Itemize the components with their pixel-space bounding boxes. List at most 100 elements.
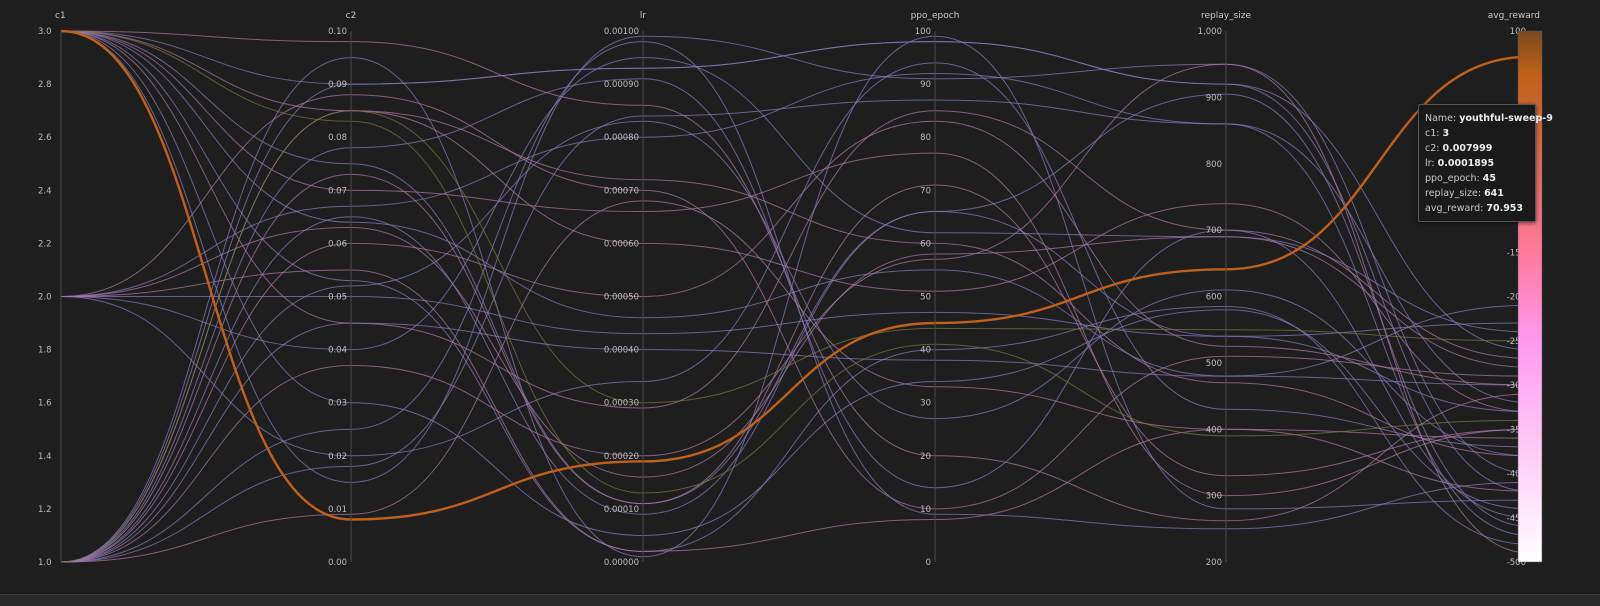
tick-label: 1.2 — [38, 505, 52, 515]
highlighted-run-line — [60, 29, 1531, 521]
bottom-scrollbar[interactable] — [0, 594, 1600, 606]
tick-label: 200 — [1206, 558, 1222, 568]
axis-title: ppo_epoch — [911, 11, 960, 21]
tooltip-c2-value: 0.007999 — [1442, 143, 1493, 154]
tooltip-lr-label: lr: — [1425, 158, 1435, 169]
tooltip-ppo-epoch-value: 45 — [1482, 173, 1497, 184]
tooltip-c1-value: 3 — [1442, 128, 1450, 139]
tick-label: 40 — [920, 346, 931, 356]
axis-title: lr — [640, 11, 647, 21]
run-line[interactable] — [60, 63, 1531, 563]
tick-label: 0.00040 — [604, 346, 639, 356]
tooltip-ppo-epoch-row: ppo_epoch: 45 — [1425, 171, 1529, 186]
run-line[interactable] — [60, 72, 1531, 536]
tick-label: 0.06 — [328, 239, 347, 249]
tick-label: 0.00090 — [604, 80, 639, 90]
tick-label: 0.00070 — [604, 186, 639, 196]
tick-label: 1.4 — [38, 452, 52, 462]
tick-label: 0.07 — [328, 186, 347, 196]
run-line[interactable] — [60, 30, 1531, 522]
run-line[interactable] — [60, 30, 1531, 492]
tick-label: -500 — [1507, 558, 1526, 568]
tick-label: 800 — [1206, 160, 1222, 170]
tooltip-name-value: youthful-sweep-9 — [1459, 113, 1553, 124]
tick-label: -150 — [1507, 248, 1526, 258]
run-line[interactable] — [60, 99, 1531, 563]
tick-label: 0.00000 — [604, 558, 639, 568]
tick-label: 30 — [920, 399, 931, 409]
tick-label: 0.00020 — [604, 452, 639, 462]
axis-c2: c2 0.00 0.01 0.02 0.03 0.04 0.05 0.06 0.07 0.08 0.… — [328, 11, 356, 568]
run-line[interactable] — [60, 120, 1531, 563]
axis-title: replay_size — [1201, 11, 1252, 21]
tick-label: -200 — [1507, 293, 1526, 303]
axis-replay-size: replay_size 200 300 400 500 600 700 800 900 1,000 — [1198, 11, 1252, 568]
tick-label: 0 — [926, 558, 931, 568]
run-line[interactable] — [60, 62, 1531, 457]
tick-label: 10 — [920, 505, 931, 515]
tooltip-name-row: Name: youthful-sweep-9 — [1425, 111, 1553, 126]
tooltip-lr-value: 0.0001895 — [1437, 158, 1495, 169]
tick-label: 100 — [915, 27, 931, 37]
axis-lr: lr 0.00000 0.00010 0.00020 0.00030 0.00040 0.0… — [604, 11, 647, 568]
tooltip-c2-label: c2: — [1425, 143, 1440, 154]
tick-label: 1.8 — [38, 346, 52, 356]
run-line[interactable] — [60, 30, 1531, 537]
highlighted-run-path[interactable] — [60, 29, 1531, 521]
run-line[interactable] — [60, 226, 1531, 478]
axis-ppo-epoch: ppo_epoch 0 10 20 30 40 50 60 70 80 90 100 — [911, 11, 960, 568]
tick-label: 0.00060 — [604, 239, 639, 249]
tick-label: 1,000 — [1198, 27, 1222, 37]
tick-label: 900 — [1206, 93, 1222, 103]
tick-label: 0.00030 — [604, 399, 639, 409]
tick-label: 50 — [920, 293, 931, 303]
tick-label: 0.05 — [328, 293, 347, 303]
run-line[interactable] — [60, 57, 1531, 351]
tooltip-name-label: Name: — [1425, 113, 1457, 124]
tooltip-ppo-epoch-label: ppo_epoch: — [1425, 173, 1480, 184]
run-line[interactable] — [61, 295, 1531, 413]
run-line[interactable] — [60, 30, 1531, 494]
tick-label: -350 — [1507, 425, 1526, 435]
axis-title: avg_reward — [1488, 11, 1540, 21]
tooltip-replay-size-value: 641 — [1484, 188, 1504, 199]
axes: c1 1.0 1.2 1.4 1.6 1.8 2.0 2.2 2.4 2.6 2.8 3.0 c2 0.0… — [38, 11, 1540, 568]
run-tooltip: Name: youthful-sweep-9 c1: 3 c2: 0.00799… — [1418, 104, 1553, 222]
run-line[interactable] — [60, 35, 1531, 563]
run-line[interactable] — [60, 41, 1531, 563]
tick-label: -450 — [1507, 514, 1526, 524]
tick-label: 0.01 — [328, 505, 347, 515]
run-line[interactable] — [60, 269, 1531, 552]
tooltip-c2-row: c2: 0.007999 — [1425, 141, 1529, 156]
tick-label: 0.04 — [328, 346, 347, 356]
run-lines — [60, 30, 1531, 563]
axis-c1: c1 1.0 1.2 1.4 1.6 1.8 2.0 2.2 2.4 2.6 2.8 3.0 — [38, 11, 66, 568]
axis-title: c2 — [346, 11, 357, 21]
tick-label: 0.00010 — [604, 505, 639, 515]
tooltip-avg-reward-value: 70.953 — [1486, 203, 1524, 214]
tick-label: 0.10 — [328, 27, 347, 37]
tick-label: -250 — [1507, 337, 1526, 347]
tick-label: 2.4 — [38, 186, 52, 196]
tick-label: 70 — [920, 186, 931, 196]
tooltip-avg-reward-row: avg_reward: 70.953 — [1425, 201, 1529, 216]
tick-label: 2.8 — [38, 80, 52, 90]
run-line[interactable] — [60, 120, 1531, 563]
run-line[interactable] — [60, 30, 1531, 497]
tooltip-replay-size-row: replay_size: 641 — [1425, 186, 1529, 201]
tick-label: 1.0 — [38, 558, 52, 568]
tick-label: 80 — [920, 133, 931, 143]
run-line[interactable] — [60, 304, 1531, 563]
run-line[interactable] — [60, 30, 1531, 528]
axis-title: c1 — [55, 11, 66, 21]
tick-label: 90 — [920, 80, 931, 90]
tooltip-c1-row: c1: 3 — [1425, 126, 1529, 141]
tooltip-avg-reward-label: avg_reward: — [1425, 203, 1484, 214]
tick-label: 0.08 — [328, 133, 347, 143]
tick-label: 3.0 — [38, 27, 52, 37]
tick-label: 500 — [1206, 359, 1222, 369]
run-line[interactable] — [60, 30, 1531, 457]
tooltip-c1-label: c1: — [1425, 128, 1440, 139]
